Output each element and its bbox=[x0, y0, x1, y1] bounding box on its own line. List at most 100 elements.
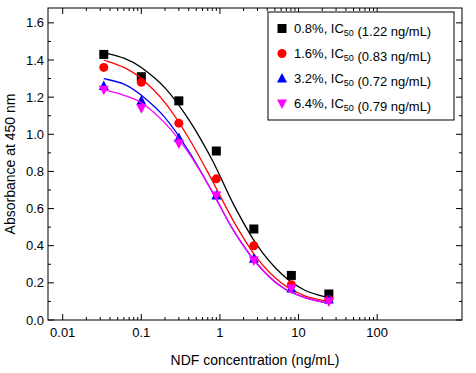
x-minor-tick bbox=[345, 317, 346, 320]
x-minor-tick bbox=[178, 8, 179, 11]
x-tick bbox=[298, 314, 299, 320]
y-tick bbox=[456, 208, 462, 209]
x-tick-label: 10 bbox=[291, 325, 305, 340]
x-minor-tick bbox=[336, 8, 337, 11]
x-minor-tick bbox=[274, 8, 275, 11]
x-minor-tick bbox=[353, 317, 354, 320]
data-point bbox=[287, 271, 296, 280]
x-tick-label: 0.01 bbox=[50, 325, 75, 340]
y-minor-tick bbox=[48, 115, 51, 116]
data-point bbox=[99, 86, 109, 96]
x-tick bbox=[62, 314, 63, 320]
x-minor-tick bbox=[281, 8, 282, 11]
y-minor-tick bbox=[48, 264, 51, 265]
x-minor-tick bbox=[123, 317, 124, 320]
x-minor-tick bbox=[257, 8, 258, 11]
x-minor-tick bbox=[294, 317, 295, 320]
y-tick-label: 1.0 bbox=[26, 127, 44, 142]
x-minor-tick bbox=[196, 317, 197, 320]
y-axis-label: Absorbance at 450 nm bbox=[2, 94, 18, 235]
y-tick bbox=[456, 60, 462, 61]
y-minor-tick bbox=[48, 152, 51, 153]
fit-curve bbox=[104, 90, 329, 304]
y-tick bbox=[48, 245, 54, 246]
x-minor-tick bbox=[100, 8, 101, 11]
data-point bbox=[174, 140, 184, 150]
x-minor-tick bbox=[110, 8, 111, 11]
legend: 0.8%, IC50 (1.22 ng/mL)1.6%, IC50 (0.83 … bbox=[268, 12, 454, 120]
x-tick-label: 1 bbox=[216, 325, 223, 340]
x-minor-tick bbox=[212, 8, 213, 11]
plot-frame bbox=[48, 8, 462, 320]
y-minor-tick bbox=[48, 78, 51, 79]
y-tick bbox=[48, 134, 54, 135]
x-tick bbox=[62, 8, 63, 14]
y-minor-tick bbox=[459, 152, 462, 153]
y-tick-label: 0.2 bbox=[26, 275, 44, 290]
data-point bbox=[174, 119, 183, 128]
y-minor-tick bbox=[48, 227, 51, 228]
data-point bbox=[249, 225, 258, 234]
x-tick-label: 100 bbox=[366, 325, 388, 340]
x-minor-tick bbox=[286, 8, 287, 11]
x-minor-tick bbox=[188, 8, 189, 11]
legend-label: 6.4%, IC50 (0.79 ng/mL) bbox=[294, 96, 431, 114]
data-point bbox=[136, 104, 146, 114]
x-tick bbox=[141, 314, 142, 320]
data-point bbox=[174, 96, 183, 105]
data-point bbox=[249, 257, 259, 267]
x-minor-tick bbox=[212, 317, 213, 320]
y-minor-tick bbox=[459, 78, 462, 79]
x-minor-tick bbox=[290, 317, 291, 320]
x-minor-tick bbox=[133, 8, 134, 11]
axes: 0.010.11101000.00.20.40.60.81.01.21.41.6 bbox=[26, 8, 462, 340]
legend-marker bbox=[278, 49, 287, 58]
data-point bbox=[99, 50, 108, 59]
x-minor-tick bbox=[294, 8, 295, 11]
data-point bbox=[324, 297, 334, 307]
x-minor-tick bbox=[216, 8, 217, 11]
x-minor-tick bbox=[369, 317, 370, 320]
legend-marker bbox=[277, 100, 287, 110]
x-minor-tick bbox=[373, 317, 374, 320]
y-tick bbox=[456, 282, 462, 283]
data-point bbox=[249, 241, 258, 250]
x-minor-tick bbox=[129, 317, 130, 320]
y-tick bbox=[48, 22, 54, 23]
data-point bbox=[137, 78, 146, 87]
x-minor-tick bbox=[100, 317, 101, 320]
y-tick bbox=[456, 245, 462, 246]
y-tick bbox=[48, 97, 54, 98]
x-minor-tick bbox=[137, 317, 138, 320]
y-tick bbox=[48, 60, 54, 61]
y-tick bbox=[456, 22, 462, 23]
y-minor-tick bbox=[459, 115, 462, 116]
x-minor-tick bbox=[137, 8, 138, 11]
x-minor-tick bbox=[188, 317, 189, 320]
x-minor-tick bbox=[207, 8, 208, 11]
x-minor-tick bbox=[86, 8, 87, 11]
y-tick-label: 0.8 bbox=[26, 164, 44, 179]
x-tick bbox=[377, 314, 378, 320]
chart: 0.010.11101000.00.20.40.60.81.01.21.41.6… bbox=[0, 0, 476, 373]
x-minor-tick bbox=[123, 8, 124, 11]
x-tick-label: 0.1 bbox=[132, 325, 150, 340]
x-minor-tick bbox=[267, 317, 268, 320]
x-minor-tick bbox=[257, 317, 258, 320]
y-minor-tick bbox=[48, 301, 51, 302]
legend-box bbox=[268, 12, 454, 120]
data-point bbox=[286, 284, 296, 294]
x-minor-tick bbox=[243, 8, 244, 11]
data-point bbox=[212, 147, 221, 156]
x-minor-tick bbox=[274, 317, 275, 320]
y-minor-tick bbox=[459, 301, 462, 302]
y-minor-tick bbox=[48, 41, 51, 42]
y-minor-tick bbox=[459, 41, 462, 42]
y-tick-label: 0.6 bbox=[26, 201, 44, 216]
x-minor-tick bbox=[286, 317, 287, 320]
x-minor-tick bbox=[164, 317, 165, 320]
x-minor-tick bbox=[359, 317, 360, 320]
x-minor-tick bbox=[216, 317, 217, 320]
x-minor-tick bbox=[353, 8, 354, 11]
x-minor-tick bbox=[369, 8, 370, 11]
